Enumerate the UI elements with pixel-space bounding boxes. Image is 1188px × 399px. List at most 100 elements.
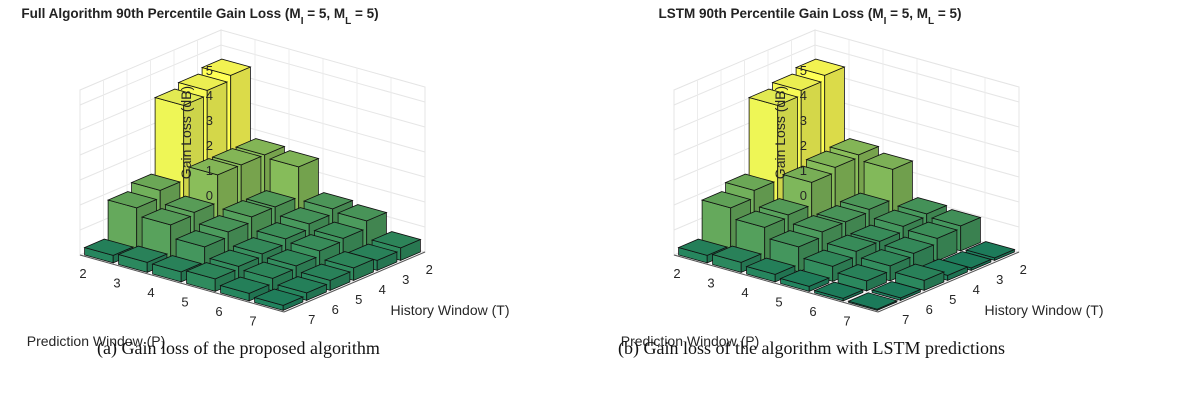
bar-face — [794, 58, 846, 76]
chart-title: Full Algorithm 90th Percentile Gain Loss… — [21, 6, 378, 27]
bar-face — [700, 191, 752, 209]
y-tick-label: 6 — [215, 304, 222, 319]
bar-face — [221, 200, 273, 218]
bar-T6-P5 — [802, 249, 854, 283]
y-tick-label: 7 — [843, 313, 850, 328]
z-grid-line — [79, 44, 426, 106]
bar-face — [883, 236, 935, 254]
bar-face — [164, 195, 216, 213]
y-tick-label: 2 — [673, 266, 680, 281]
bar-T7-P7 — [847, 292, 899, 312]
bar-face — [870, 281, 922, 299]
z-tick-label: 3 — [206, 113, 213, 128]
bar-face — [894, 263, 946, 281]
bar-face — [781, 165, 833, 183]
bar-face — [323, 251, 375, 269]
x-tick-label: 2 — [1020, 262, 1027, 277]
z-grid-line — [79, 69, 426, 131]
bar-face — [724, 173, 776, 191]
bar-T7-P6 — [219, 276, 271, 302]
bar-face — [745, 257, 797, 275]
bar-face — [187, 158, 239, 176]
bar-face — [771, 73, 823, 91]
bar-face — [234, 138, 286, 156]
bar-T7-P6 — [813, 281, 865, 302]
z-tick-label: 1 — [206, 163, 213, 178]
bar-face — [849, 224, 901, 242]
bar-face — [232, 237, 284, 255]
bar-face — [839, 192, 891, 210]
bar-face — [279, 207, 331, 225]
bar-face — [255, 222, 307, 240]
bar-face — [185, 262, 237, 280]
bar-face — [117, 245, 169, 263]
x-tick-label: 4 — [379, 282, 386, 297]
bar-T7-P5 — [185, 262, 237, 293]
bar-face — [219, 276, 271, 294]
bar-face — [907, 221, 959, 239]
bar-face — [276, 276, 328, 294]
bar-face — [268, 150, 320, 168]
bar-face — [896, 197, 948, 215]
bar-face — [313, 221, 365, 239]
bar-face — [930, 209, 982, 227]
bar-face — [862, 152, 914, 170]
bar-face — [828, 138, 880, 156]
bar-face — [711, 245, 763, 263]
x-axis-line — [877, 251, 1020, 313]
bar-face — [768, 230, 820, 248]
z-tick-label: 3 — [800, 113, 807, 128]
y-axis-line — [673, 254, 879, 313]
bar-face — [802, 249, 854, 267]
x-tick-label: 2 — [426, 262, 433, 277]
z-grid-line — [673, 69, 1020, 131]
bars — [677, 58, 1016, 312]
z-tick-label: 5 — [800, 63, 807, 78]
bar-face — [177, 73, 229, 91]
bar-face — [198, 215, 250, 233]
z-tick-label: 0 — [206, 188, 213, 203]
bar-face — [253, 288, 305, 306]
bar-face — [747, 88, 799, 106]
chart-panel-b: LSTM 90th Percentile Gain Loss (MI = 5, … — [594, 0, 1188, 399]
y-axis-label: Prediction Window (P) — [27, 333, 166, 349]
y-tick-label: 5 — [775, 294, 782, 309]
y-tick-label: 4 — [741, 285, 748, 300]
bar-face — [174, 230, 226, 248]
x-tick-label: 7 — [308, 312, 315, 327]
y-tick-label: 2 — [79, 266, 86, 281]
bar-T7-P3 — [711, 245, 763, 274]
bar-face — [242, 261, 294, 279]
bar3d-chart-b: LSTM 90th Percentile Gain Loss (MI = 5, … — [621, 6, 1104, 349]
x-axis-label: History Window (T) — [390, 302, 509, 318]
bar-face — [200, 58, 252, 76]
bar-face — [300, 263, 352, 281]
bar-face — [130, 173, 182, 191]
y-tick-label: 6 — [809, 304, 816, 319]
z-axis-label: Gain Loss (dB) — [772, 86, 788, 179]
bar-face — [873, 209, 925, 227]
x-tick-label: 7 — [902, 312, 909, 327]
bar-face — [208, 249, 260, 267]
bar-face — [734, 210, 786, 228]
bar-face — [336, 204, 388, 222]
x-tick-label: 5 — [355, 292, 362, 307]
x-tick-label: 5 — [949, 292, 956, 307]
x-tick-label: 6 — [332, 302, 339, 317]
bar-face — [266, 249, 318, 267]
y-tick-label: 5 — [181, 294, 188, 309]
x-tick-label: 4 — [973, 282, 980, 297]
y-axis-line — [79, 254, 285, 313]
bar-face — [211, 148, 263, 166]
bar-face — [860, 249, 912, 267]
y-tick-label: 3 — [113, 275, 120, 290]
z-grid-line — [673, 44, 1020, 106]
bar-face — [677, 238, 729, 256]
z-tick-label: 5 — [206, 63, 213, 78]
caption-b: (b) Gain loss of the algorithm with LSTM… — [618, 338, 1005, 358]
y-tick-label: 3 — [707, 275, 714, 290]
bar-face — [826, 234, 878, 252]
caption-a: (a) Gain loss of the proposed algorithm — [97, 338, 380, 358]
bar-face — [836, 264, 888, 282]
bar3d-chart-a: Full Algorithm 90th Percentile Gain Loss… — [21, 6, 509, 349]
